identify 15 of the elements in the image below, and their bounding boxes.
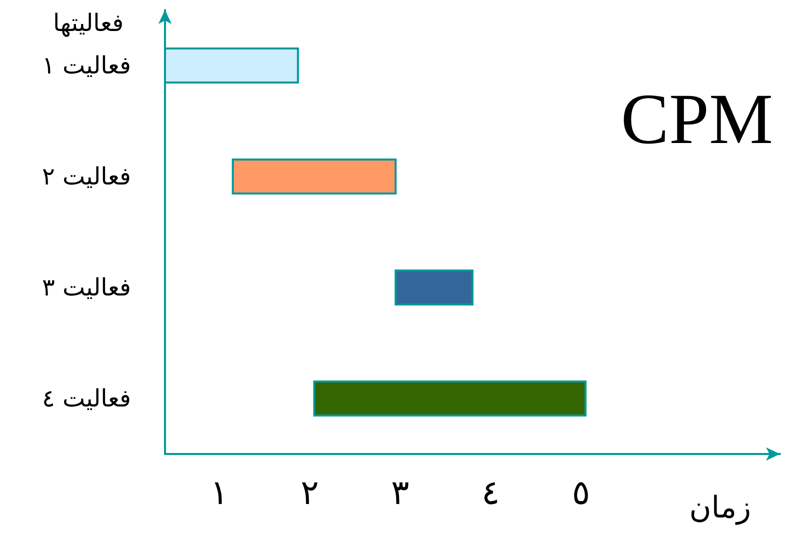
- y-tick-label: فعالیت ٤: [42, 384, 131, 412]
- y-tick-label: فعالیت ١: [42, 52, 131, 80]
- text: CPM: [620, 79, 774, 159]
- y-axis-title: فعالیتها: [53, 9, 124, 37]
- x-tick-label: ٢: [300, 473, 319, 513]
- x-tick-label: ٣: [391, 473, 410, 513]
- bar: [313, 380, 587, 416]
- y-tick-label: فعالیت ٣: [42, 274, 131, 302]
- x-tick-label: ٥: [572, 473, 590, 513]
- y-tick-label: فعالیت ٢: [42, 162, 131, 190]
- bar: [232, 158, 397, 194]
- x-tick-label: ١: [210, 473, 228, 513]
- bar: [394, 270, 474, 306]
- x-tick-label: ٤: [481, 473, 500, 513]
- x-axis-title: زمان: [689, 490, 752, 526]
